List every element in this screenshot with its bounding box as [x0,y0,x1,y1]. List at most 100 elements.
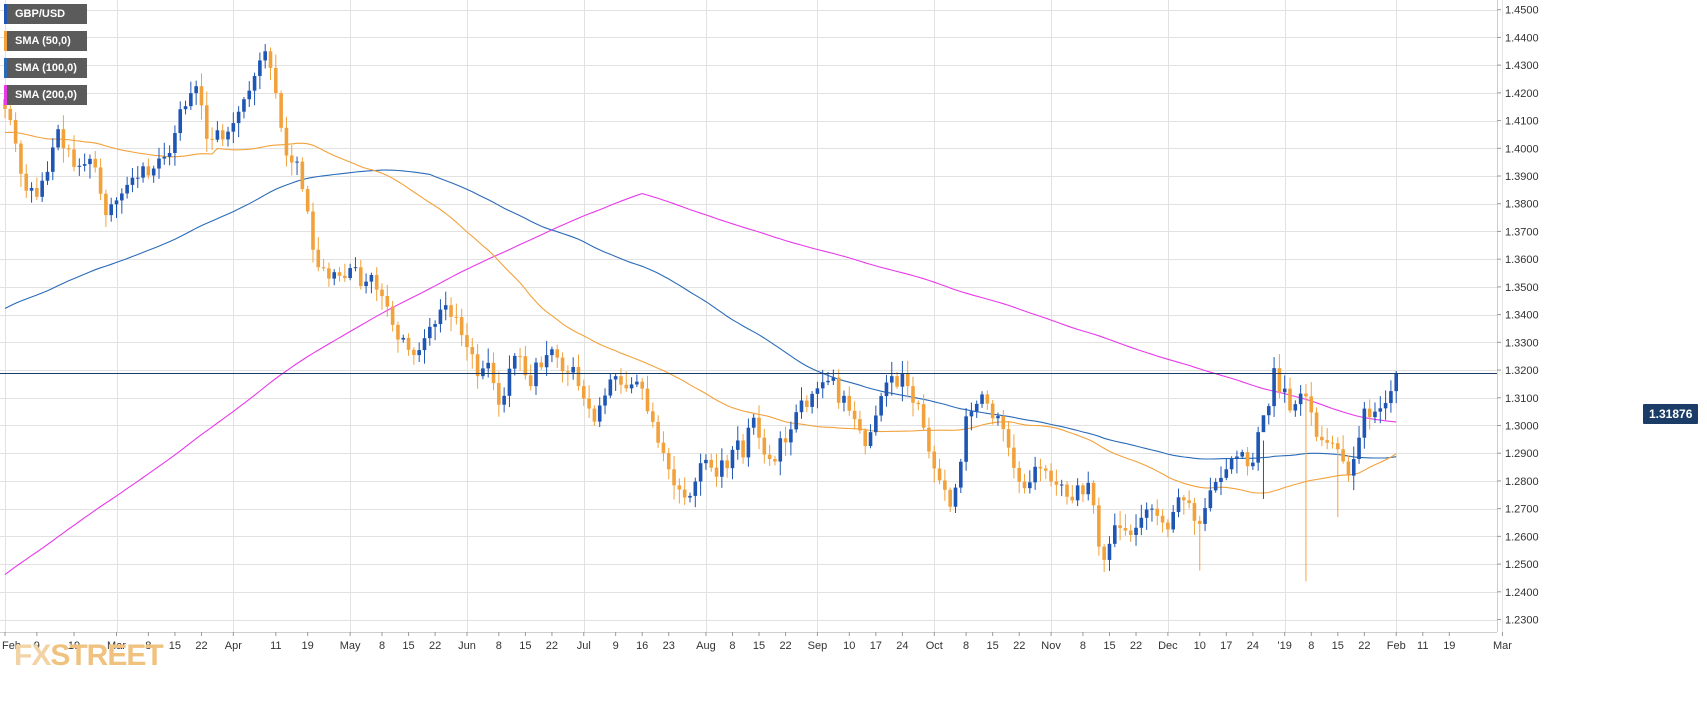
candle-body [396,324,400,340]
candle-body [730,449,735,469]
legend-item-sma-200[interactable]: SMA (200,0) [4,85,87,105]
candle-body [220,130,225,140]
candle-body [1160,515,1165,523]
candle-body [661,442,666,453]
candle-body [820,382,825,389]
x-tick-label: 22 [1358,640,1370,652]
candle-body [1123,528,1128,531]
candle-body [889,376,894,383]
x-tick-label: 15 [519,640,531,652]
candle-body [364,281,368,287]
candle-body [274,67,278,94]
candle-body [587,398,591,409]
candle-body [805,400,809,407]
candle-body [1102,546,1106,560]
candle-body [507,368,512,396]
candle-body [1107,543,1112,560]
x-tick-label: 19 [302,640,314,652]
candle-body [1006,429,1011,448]
candle-body [1017,467,1022,482]
logo-part-street: STREET [50,639,163,672]
x-tick-label: Aug [696,640,716,652]
candle-body [1304,393,1308,397]
candle-body [93,158,98,168]
candle-body [953,487,958,507]
candle-body [921,404,926,428]
candle-body [1367,408,1372,418]
candle-body [50,147,55,172]
candle-body [1139,517,1144,528]
candle-body [1325,440,1329,443]
candle-body [82,164,87,166]
candle-body [1112,525,1117,544]
candle-body [422,338,427,351]
y-tick-label: 1.2800 [1505,476,1539,488]
candle-body [884,382,889,397]
candle-body [61,129,66,149]
candle-body [608,379,613,396]
candle-body [523,356,528,376]
candle-body [475,354,480,377]
candle-body [77,165,82,167]
candle-body [927,427,931,452]
candle-body [576,367,581,387]
candle-body [497,383,501,405]
candle-body [560,357,565,372]
candle-body [778,438,783,462]
candle-body [1097,505,1101,547]
legend-item-sma-50[interactable]: SMA (50,0) [4,31,87,51]
y-tick-label: 1.3500 [1505,282,1539,294]
candle-body [544,355,549,368]
candle-body [1378,408,1383,412]
legend-label: SMA (200,0) [15,89,77,101]
candle-body [104,193,108,216]
candle-body [337,272,342,276]
candle-body [937,468,942,481]
legend-item-sma-100[interactable]: SMA (100,0) [4,58,87,78]
x-tick-label: 15 [987,640,999,652]
sma-100-path [4,169,1397,460]
candle-body [964,416,968,462]
candle-body [374,274,379,290]
candle-body [401,337,406,340]
legend-item-gbpusd[interactable]: GBP/USD [4,4,87,24]
candle-body [842,395,846,403]
candle-body [162,156,167,159]
candle-body [19,143,23,174]
candle-body [651,411,655,422]
candle-body [204,105,209,139]
x-tick-label: 23 [663,640,675,652]
candle-body [332,272,337,279]
candle-body [1219,477,1223,483]
x-tick-label: 17 [1220,640,1232,652]
candle-body [794,412,798,430]
x-tick-label: 24 [1247,640,1259,652]
x-tick-label: Nov [1041,640,1061,652]
candle-body [1187,500,1191,504]
candle-body [327,268,331,279]
x-tick-label: Oct [926,640,943,652]
candle-body [35,187,39,197]
y-tick-label: 1.3100 [1505,393,1539,405]
sma-200-line [4,193,1397,576]
candle-body [491,362,496,384]
x-tick-label: 15 [753,640,765,652]
candle-body [1155,508,1160,516]
candle-body [343,275,347,279]
candle-body [120,193,124,201]
candle-body [566,371,570,373]
y-tick-label: 1.3600 [1505,254,1539,266]
y-tick-label: 1.4200 [1505,88,1539,100]
candle-body [1118,525,1122,529]
y-tick-label: 1.3700 [1505,226,1539,238]
x-tick-label: Sep [808,640,828,652]
candle-body [178,109,183,134]
candle-body [619,376,623,385]
y-tick-label: 1.4100 [1505,116,1539,128]
candle-body [757,417,761,438]
candle-body [242,99,246,112]
candle-body [417,350,421,356]
x-tick-label: 11 [270,640,281,652]
candle-body [247,90,252,100]
candle-body [1235,456,1239,459]
